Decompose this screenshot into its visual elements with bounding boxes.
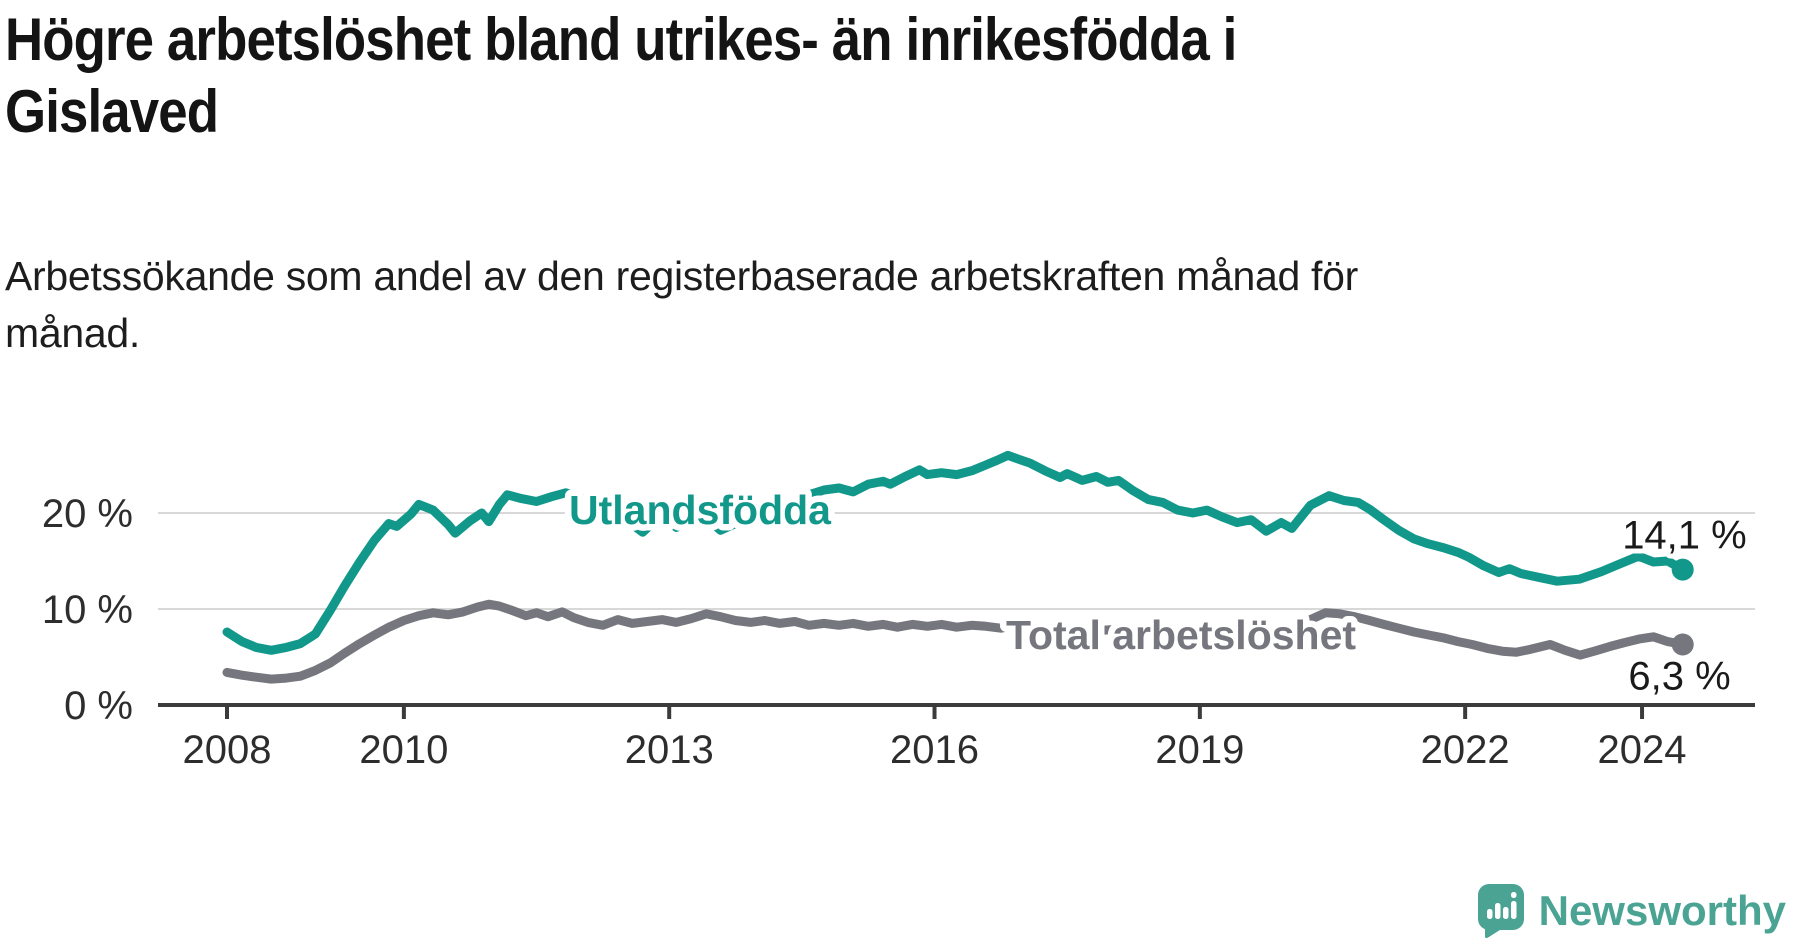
series-label-foreign_born: Utlandsfödda: [569, 487, 832, 533]
title-line-1: Högre arbetslöshet bland utrikes- än inr…: [5, 6, 1237, 73]
logo-bubble-tail: [1484, 922, 1503, 939]
newsworthy-logo: Newsworthy: [1476, 882, 1786, 940]
x-axis-label-2024: 2024: [1598, 728, 1687, 772]
subtitle-line-2: månad.: [5, 310, 140, 356]
line-total: [222, 599, 1688, 684]
logo-bubble: [1477, 884, 1524, 930]
newsworthy-logo-icon: [1477, 884, 1524, 939]
y-axis-label-10: 10 %: [42, 588, 133, 632]
line-foreign_born: [222, 450, 1688, 655]
end-value-label-total: 6,3 %: [1628, 655, 1730, 699]
x-axis-label-2008: 2008: [183, 728, 272, 772]
x-axis-label-2010: 2010: [359, 728, 448, 772]
logo-bar-3: [1502, 907, 1509, 919]
brand-name: Newsworthy: [1538, 887, 1786, 934]
y-axis-label-0: 0 %: [64, 684, 133, 728]
logo-exclamation-bar: [1510, 901, 1517, 919]
y-axis-label-20: 20 %: [42, 492, 133, 536]
x-axis-label-2016: 2016: [890, 728, 979, 772]
end-dot-foreign_born: [1671, 558, 1694, 581]
x-axis-label-2019: 2019: [1155, 728, 1244, 772]
logo-bar-2: [1494, 903, 1501, 919]
end-dot-total: [1671, 633, 1694, 656]
series-label-total: Total arbetslöshet: [1006, 612, 1356, 658]
subtitle-line-1: Arbetssökande som andel av den registerb…: [5, 253, 1359, 299]
end-value-label-foreign_born: 14,1 %: [1622, 514, 1747, 558]
logo-exclamation-dot: [1510, 892, 1517, 898]
x-axis-label-2013: 2013: [625, 728, 714, 772]
chart-subtitle: Arbetssökande som andel av den registerb…: [5, 248, 1358, 362]
logo-bar-1: [1486, 909, 1493, 919]
page-title: Högre arbetslöshet bland utrikes- än inr…: [5, 4, 1237, 148]
x-axis-label-2022: 2022: [1421, 728, 1510, 772]
title-line-2: Gislaved: [5, 78, 219, 145]
